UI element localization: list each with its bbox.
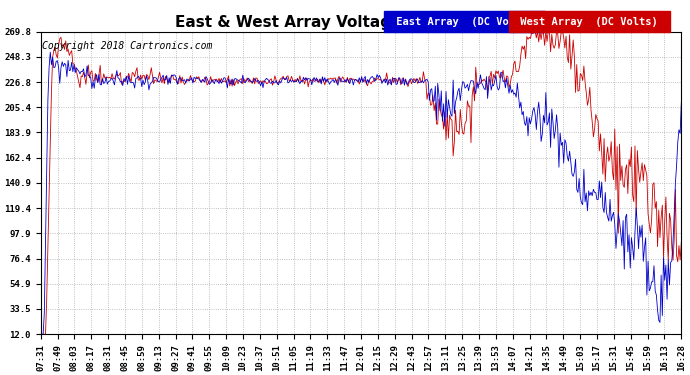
Title: East & West Array Voltage Fri Dec 14 16:30: East & West Array Voltage Fri Dec 14 16:… (175, 15, 546, 30)
Text: West Array  (DC Volts): West Array (DC Volts) (514, 17, 664, 27)
Text: East Array  (DC Volts): East Array (DC Volts) (390, 17, 540, 27)
Text: Copyright 2018 Cartronics.com: Copyright 2018 Cartronics.com (42, 40, 213, 51)
